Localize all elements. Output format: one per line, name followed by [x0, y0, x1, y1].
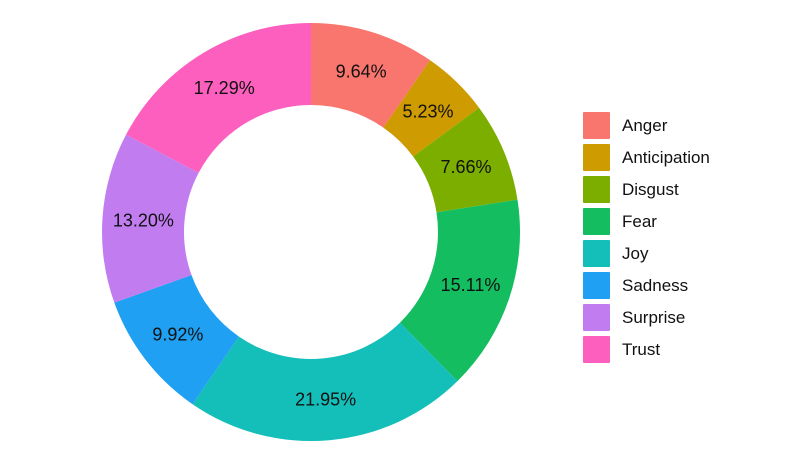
- slice-trust: [126, 23, 311, 173]
- legend-item-sadness: Sadness: [583, 272, 710, 299]
- legend-item-fear: Fear: [583, 208, 710, 235]
- legend-swatch-trust: [583, 336, 610, 363]
- slice-label-disgust: 7.66%: [440, 157, 491, 177]
- slice-fear: [400, 199, 521, 382]
- legend-item-surprise: Surprise: [583, 304, 710, 331]
- legend-item-disgust: Disgust: [583, 176, 710, 203]
- slice-label-fear: 15.11%: [441, 275, 501, 295]
- legend-swatch-surprise: [583, 304, 610, 331]
- slice-label-surprise: 13.20%: [113, 210, 174, 230]
- slice-label-anger: 9.64%: [336, 62, 387, 82]
- legend-label-surprise: Surprise: [622, 307, 686, 327]
- slice-label-joy: 21.95%: [295, 389, 356, 409]
- slice-label-trust: 17.29%: [194, 78, 255, 98]
- slice-sadness: [114, 274, 240, 405]
- legend-label-trust: Trust: [622, 339, 661, 359]
- legend-item-anger: Anger: [583, 112, 710, 139]
- slice-anger: [311, 23, 430, 128]
- legend-label-joy: Joy: [622, 243, 649, 263]
- slice-label-sadness: 9.92%: [152, 325, 203, 345]
- legend-label-sadness: Sadness: [622, 275, 689, 295]
- legend-item-joy: Joy: [583, 240, 710, 267]
- legend-swatch-anger: [583, 112, 610, 139]
- slice-anticipation: [383, 60, 480, 157]
- legend-label-disgust: Disgust: [622, 179, 679, 199]
- legend-swatch-disgust: [583, 176, 610, 203]
- legend-swatch-sadness: [583, 272, 610, 299]
- legend-item-anticipation: Anticipation: [583, 144, 710, 171]
- slice-disgust: [413, 107, 518, 213]
- legend: Anger Anticipation Disgust Fear Joy Sadness Su…: [583, 112, 710, 368]
- legend-item-trust: Trust: [583, 336, 710, 363]
- legend-swatch-joy: [583, 240, 610, 267]
- legend-swatch-anticipation: [583, 144, 610, 171]
- legend-label-anticipation: Anticipation: [622, 147, 710, 167]
- slice-label-anticipation: 5.23%: [402, 101, 453, 121]
- legend-label-anger: Anger: [622, 115, 668, 135]
- slice-surprise: [102, 134, 199, 303]
- legend-swatch-fear: [583, 208, 610, 235]
- slice-joy: [192, 322, 458, 441]
- legend-label-fear: Fear: [622, 211, 657, 231]
